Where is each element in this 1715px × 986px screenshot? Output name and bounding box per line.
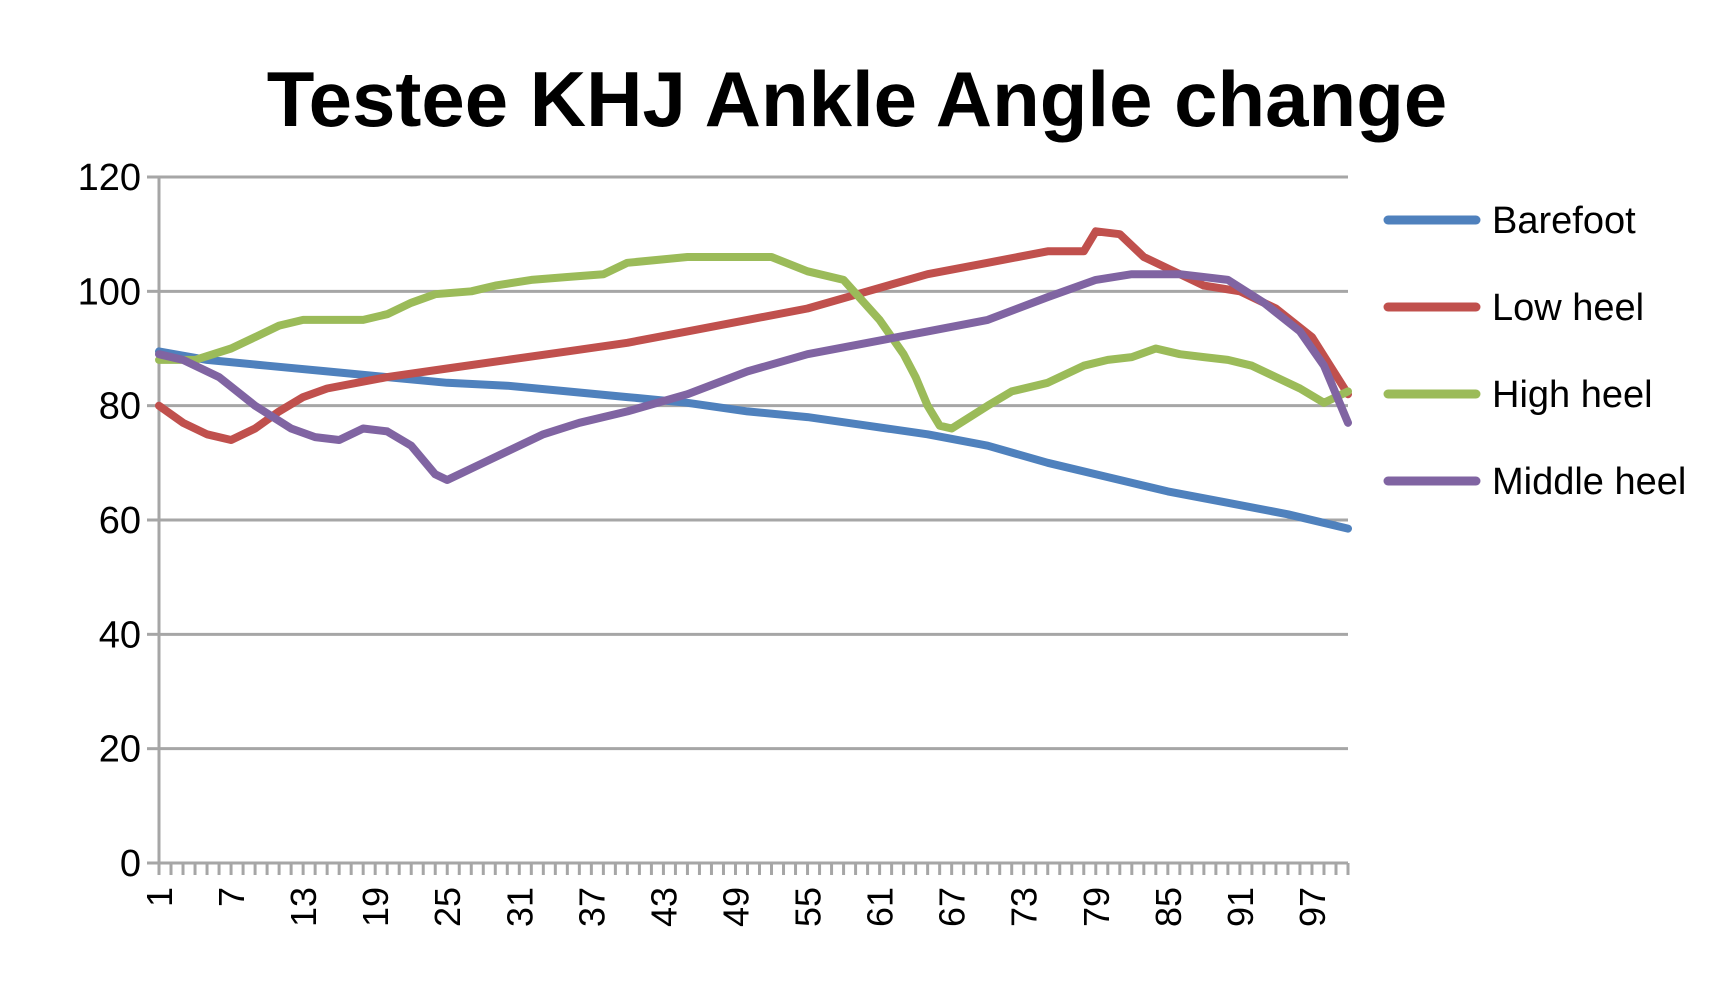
series-line-barefoot <box>155 347 1352 533</box>
y-tick-label: 100 <box>78 271 141 313</box>
y-tick-label: 120 <box>78 157 141 199</box>
x-tick-label: 49 <box>715 887 756 927</box>
series-line-high-heel <box>155 253 1352 433</box>
x-tick-label: 61 <box>860 887 901 927</box>
series-lines <box>155 227 1352 533</box>
x-tick-label: 91 <box>1220 887 1261 927</box>
x-tick-label: 19 <box>355 887 396 927</box>
x-tick-label: 73 <box>1004 887 1045 927</box>
gridlines <box>159 175 1348 751</box>
legend-label: Barefoot <box>1492 200 1636 242</box>
y-tick-label: 0 <box>120 843 141 885</box>
chart-title: Testee KHJ Ankle Angle change <box>267 55 1447 143</box>
x-axis-tick-labels: 1 7 13 19 25 31 37 43 49 55 61 67 73 79 85 91 97 <box>139 887 1333 927</box>
x-tick-label: 67 <box>932 887 973 927</box>
legend-label: Middle heel <box>1492 461 1686 503</box>
x-tick-label: 25 <box>427 887 468 927</box>
x-tick-label: 13 <box>283 887 324 927</box>
y-tick-label: 20 <box>99 729 141 771</box>
x-tick-label: 1 <box>139 887 180 907</box>
x-tick-label: 31 <box>499 887 540 927</box>
x-tick-label: 85 <box>1148 887 1189 927</box>
axes <box>147 175 1350 875</box>
y-tick-label: 40 <box>99 614 141 656</box>
x-tick-label: 7 <box>211 887 252 907</box>
y-axis-tick-labels: 0 20 40 60 80 100 120 <box>78 157 141 885</box>
x-tick-label: 79 <box>1076 887 1117 927</box>
x-tick-label: 37 <box>571 887 612 927</box>
legend: Barefoot Low heel High heel Middle heel <box>1383 200 1686 503</box>
y-tick-label: 60 <box>99 500 141 542</box>
x-tick-label: 43 <box>643 887 684 927</box>
y-tick-label: 80 <box>99 386 141 428</box>
x-tick-label: 55 <box>788 887 829 927</box>
series-line-middle-heel <box>155 270 1352 484</box>
x-tick-label: 97 <box>1292 887 1333 927</box>
legend-label: High heel <box>1492 374 1653 416</box>
legend-label: Low heel <box>1492 287 1644 329</box>
